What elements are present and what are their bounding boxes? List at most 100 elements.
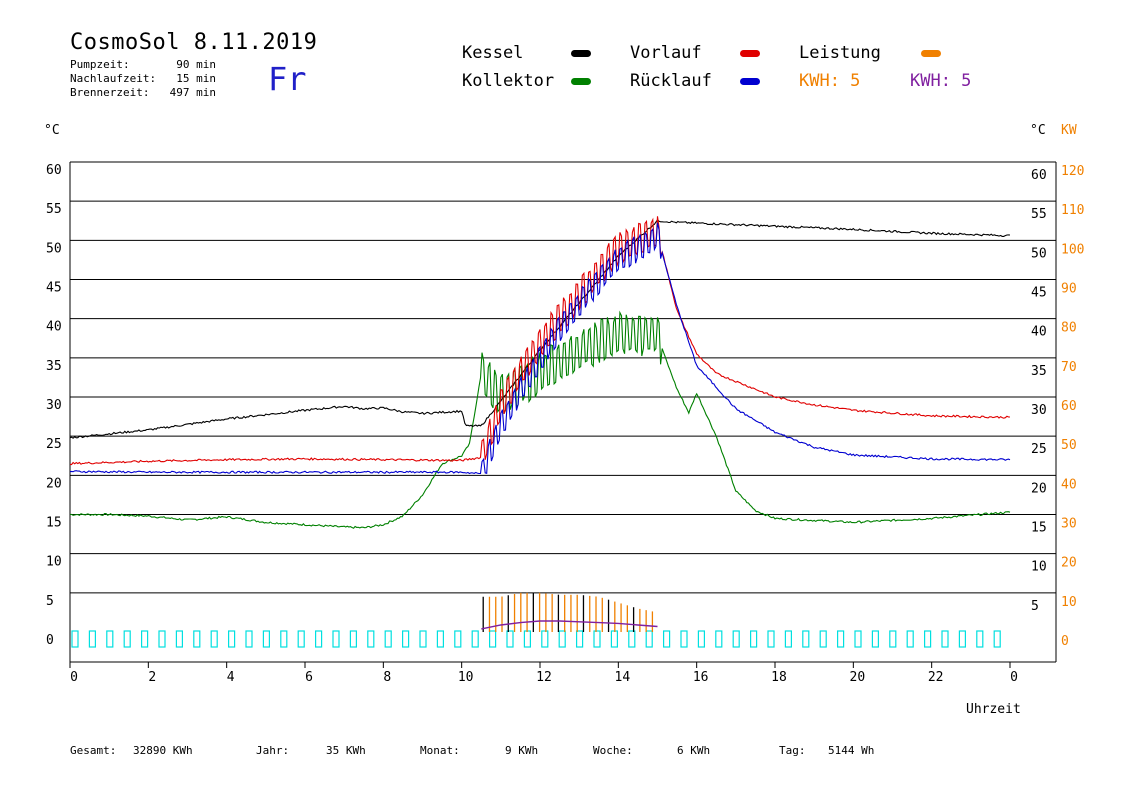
series-kessel: [69, 218, 1011, 439]
pump-marker: [541, 630, 549, 648]
y-tick-label-left: 25: [46, 437, 62, 452]
y-tick-label-left: 55: [46, 202, 62, 217]
pump-marker: [402, 630, 410, 648]
x-tick-label: 0: [70, 670, 78, 685]
legend-kollektor-swatch: [571, 78, 591, 85]
chart-title: CosmoSol 8.11.2019: [70, 30, 318, 55]
y-tick-label-right: 15: [1031, 521, 1047, 536]
pump-marker: [558, 630, 566, 648]
pump-marker: [819, 630, 827, 648]
footer-woche-value: 6 KWh: [677, 744, 711, 757]
x-tick-label: 12: [536, 670, 552, 685]
y2-tick-label: 50: [1061, 438, 1077, 453]
footer-jahr-value: 35 KWh: [326, 744, 366, 757]
legend-vorlauf-swatch: [740, 50, 760, 57]
right-axis-unit: °C: [1030, 123, 1046, 138]
info-nachlaufzeit: Nachlaufzeit: 15 min: [70, 72, 216, 85]
pump-marker: [889, 630, 897, 648]
y-tick-label-left: 60: [46, 163, 62, 178]
footer-tag-value: 5144 Wh: [828, 744, 875, 757]
footer-gesamt-value: 32890 KWh: [133, 744, 193, 757]
y-tick-label-left: 45: [46, 281, 62, 296]
pump-marker: [941, 630, 949, 648]
grid-lines: [69, 161, 1057, 663]
y-tick-label-left: 50: [46, 241, 62, 256]
legend-vorlauf-label: Vorlauf: [630, 43, 702, 63]
weekday-label: Fr: [268, 60, 307, 98]
pump-marker: [732, 630, 740, 648]
y-tick-label-right: 30: [1031, 403, 1047, 418]
x-tick-label: 6: [305, 670, 313, 685]
info-value: 497 min: [169, 86, 216, 99]
info-label: Brennerzeit:: [70, 86, 150, 99]
footer-gesamt-label: Gesamt:: [70, 744, 117, 757]
pump-marker: [523, 630, 532, 648]
pump-marker: [123, 630, 131, 648]
pump-marker: [332, 630, 340, 648]
pump-marker: [489, 630, 497, 648]
series-kwh: [481, 620, 658, 630]
x-tick-label: 20: [850, 670, 866, 685]
pump-marker: [680, 630, 688, 648]
pump-marker: [315, 630, 323, 648]
legend-kessel-swatch: [571, 50, 591, 57]
y2-tick-label: 100: [1061, 242, 1084, 257]
y-tick-label-right: 40: [1031, 325, 1047, 340]
pump-marker: [158, 630, 166, 648]
series-vorlauf: [69, 216, 1011, 466]
y-tick-label-right: 5: [1031, 599, 1039, 614]
legend-kwh-purple: KWH: 5: [910, 71, 972, 91]
info-label: Pumpzeit:: [70, 58, 130, 71]
pump-marker: [697, 630, 706, 648]
y-tick-label-left: 30: [46, 398, 62, 413]
legend-kwh-orange: KWH: 5: [799, 71, 861, 91]
footer-jahr-label: Jahr:: [256, 744, 290, 757]
pump-marker: [384, 630, 392, 648]
info-value: 90 min: [176, 58, 216, 71]
x-tick-label: 2: [148, 670, 156, 685]
y-tick-label-left: 15: [46, 516, 62, 531]
x-tick-label: 22: [928, 670, 944, 685]
y-tick-label-right: 35: [1031, 364, 1047, 379]
pump-marker: [106, 630, 114, 648]
y-tick-label-left: 35: [46, 359, 62, 374]
y2-tick-label: 0: [1061, 634, 1069, 649]
legend-ruecklauf-label: Rücklauf: [630, 71, 712, 91]
pump-marker: [662, 630, 671, 648]
pump-marker: [245, 630, 253, 648]
legend-kollektor-label: Kollektor: [462, 71, 555, 91]
y-tick-label-left: 40: [46, 320, 62, 335]
y-tick-label-right: 55: [1031, 207, 1047, 222]
pump-marker: [471, 630, 479, 648]
x-tick-label: 16: [693, 670, 709, 685]
pump-marker: [715, 630, 723, 648]
y2-tick-label: 110: [1061, 203, 1084, 218]
right-axis-unit-kw: KW: [1061, 123, 1077, 138]
y2-tick-label: 30: [1061, 517, 1077, 532]
pump-marker: [854, 630, 862, 648]
x-tick-label: 4: [227, 670, 235, 685]
pump-marker: [610, 630, 619, 648]
pump-marker: [367, 630, 375, 648]
pump-marker: [419, 630, 427, 648]
y2-tick-label: 60: [1061, 399, 1077, 414]
x-axis-label: Uhrzeit: [966, 702, 1021, 717]
x-tick-label: 8: [383, 670, 391, 685]
pump-marker: [454, 630, 462, 648]
pump-marker: [993, 630, 1001, 648]
pump-marker: [193, 630, 201, 648]
pump-marker: [141, 630, 149, 648]
pump-marker: [836, 630, 845, 648]
y2-tick-label: 40: [1061, 477, 1077, 492]
legend-leistung-swatch: [921, 50, 941, 57]
pump-marker: [784, 630, 793, 648]
pump-marker: [628, 630, 636, 648]
footer-tag-label: Tag:: [779, 744, 806, 757]
y2-tick-label: 120: [1061, 164, 1084, 179]
pump-marker: [645, 630, 653, 648]
pump-marker: [958, 630, 967, 648]
pump-marker: [228, 630, 236, 648]
legend-leistung-label: Leistung: [799, 43, 881, 63]
info-label: Nachlaufzeit:: [70, 72, 157, 85]
pump-marker: [436, 630, 444, 648]
